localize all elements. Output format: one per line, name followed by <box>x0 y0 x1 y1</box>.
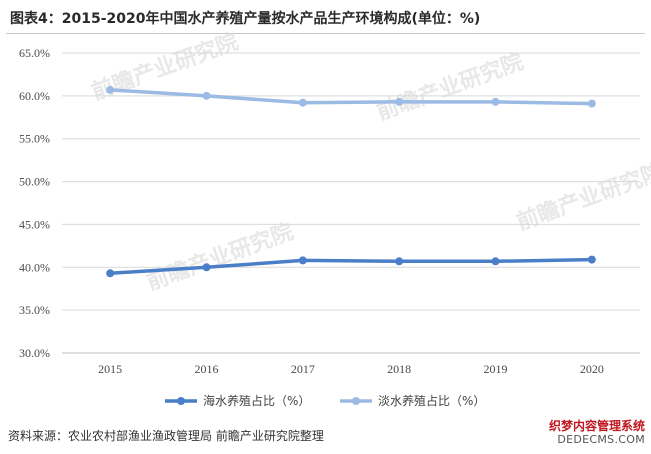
legend: 海水养殖占比（%） 淡水养殖占比（%） <box>165 393 485 408</box>
x-tick-label: 2015 <box>98 362 122 376</box>
y-tick-label: 60.0% <box>19 89 50 103</box>
legend-label-1: 海水养殖占比（%） <box>203 393 310 408</box>
series-2-point <box>106 85 115 94</box>
watermark-1: 前瞻产业研究院 <box>373 49 527 126</box>
legend-swatch-dot-2 <box>352 397 360 405</box>
series-1-point <box>491 257 500 266</box>
watermark-3: 前瞻产业研究院 <box>143 219 297 296</box>
y-tick-label: 30.0% <box>19 346 50 360</box>
series-2-point <box>395 97 404 106</box>
chart-title: 图表4：2015-2020年中国水产养殖产量按水产品生产环境构成(单位：%) <box>10 11 481 27</box>
x-axis-ticks: 2015 2016 2017 2018 2019 2020 <box>98 362 604 376</box>
gridlines <box>62 52 640 354</box>
y-tick-label: 65.0% <box>19 46 50 60</box>
series-line-2 <box>108 88 594 106</box>
y-tick-label: 40.0% <box>19 260 50 274</box>
title-divider <box>6 33 645 34</box>
x-tick-label: 2020 <box>580 362 604 376</box>
series-2-point <box>298 98 307 107</box>
series-group <box>106 85 596 278</box>
series-1-point <box>587 255 596 264</box>
series-line-1 <box>108 257 594 276</box>
y-axis-ticks: 30.0% 35.0% 40.0% 45.0% 50.0% 55.0% 60.0% 65.0% <box>19 46 50 360</box>
series-2-point <box>587 99 596 108</box>
y-tick-label: 35.0% <box>19 303 50 317</box>
series-1-point <box>202 263 211 272</box>
series-2-point <box>202 91 211 100</box>
site-stamp: 织梦内容管理系统 DEDECMS.COM <box>548 419 645 447</box>
x-tick-label: 2019 <box>484 362 508 376</box>
stamp-line-2: DEDECMS.COM <box>557 433 645 446</box>
x-tick-label: 2017 <box>291 362 315 376</box>
stamp-line-1: 织梦内容管理系统 <box>548 419 645 433</box>
series-1-point <box>106 269 115 278</box>
series-1-point <box>395 257 404 266</box>
x-tick-label: 2016 <box>195 362 219 376</box>
source-note: 资料来源：农业农村部渔业渔政管理局 前瞻产业研究院整理 <box>8 429 324 443</box>
y-tick-label: 55.0% <box>19 132 50 146</box>
series-1-point <box>298 256 307 265</box>
legend-swatch-dot-1 <box>177 397 185 405</box>
legend-label-2: 淡水养殖占比（%） <box>378 393 485 408</box>
y-tick-label: 45.0% <box>19 217 50 231</box>
y-tick-label: 50.0% <box>19 175 50 189</box>
series-2-point <box>491 97 500 106</box>
x-tick-label: 2018 <box>387 362 411 376</box>
